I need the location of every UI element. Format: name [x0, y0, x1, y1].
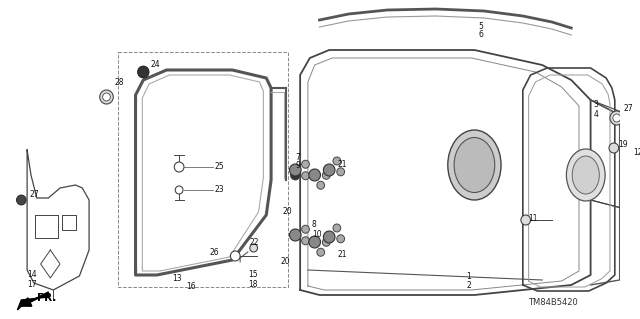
Text: 10: 10	[312, 230, 321, 239]
Circle shape	[17, 195, 26, 205]
Circle shape	[323, 238, 330, 246]
Text: 9: 9	[295, 161, 300, 170]
Text: 8: 8	[312, 220, 317, 229]
Circle shape	[301, 172, 309, 180]
Circle shape	[323, 171, 330, 179]
Text: 26: 26	[209, 248, 219, 257]
Text: 11: 11	[529, 214, 538, 223]
Circle shape	[301, 237, 309, 245]
Text: 5: 5	[479, 22, 484, 31]
Circle shape	[333, 157, 340, 165]
Circle shape	[609, 143, 619, 153]
Text: 6: 6	[479, 30, 484, 39]
Circle shape	[289, 229, 301, 241]
Circle shape	[102, 93, 110, 101]
Circle shape	[174, 162, 184, 172]
Text: 13: 13	[172, 274, 182, 283]
Circle shape	[337, 235, 344, 243]
Text: 18: 18	[248, 280, 257, 289]
Text: 27: 27	[623, 104, 633, 113]
Text: 20: 20	[283, 207, 292, 216]
Bar	[118, 52, 287, 287]
Circle shape	[323, 164, 335, 176]
Circle shape	[333, 224, 340, 232]
Ellipse shape	[566, 149, 605, 201]
Text: FR.: FR.	[36, 293, 56, 303]
Text: 17: 17	[27, 280, 36, 289]
Circle shape	[301, 160, 309, 168]
Circle shape	[291, 170, 300, 180]
Circle shape	[613, 114, 621, 122]
Circle shape	[521, 215, 531, 225]
Text: 7: 7	[295, 153, 300, 162]
Text: 16: 16	[186, 282, 196, 291]
Text: 19: 19	[618, 140, 627, 149]
Ellipse shape	[448, 130, 501, 200]
Ellipse shape	[572, 156, 599, 194]
Circle shape	[138, 66, 149, 78]
Circle shape	[317, 248, 324, 256]
Circle shape	[323, 231, 335, 243]
Circle shape	[309, 169, 321, 181]
Circle shape	[230, 251, 240, 261]
Text: 2: 2	[467, 281, 472, 290]
Text: 3: 3	[593, 100, 598, 109]
Polygon shape	[17, 292, 49, 310]
Text: 21: 21	[338, 160, 348, 169]
Circle shape	[610, 111, 623, 125]
Text: 25: 25	[215, 162, 225, 171]
Text: TM84B5420: TM84B5420	[527, 298, 577, 307]
Circle shape	[309, 236, 321, 248]
Text: 22: 22	[250, 238, 259, 247]
Ellipse shape	[454, 137, 495, 192]
Text: 20: 20	[281, 257, 291, 266]
Circle shape	[623, 141, 636, 155]
Text: 23: 23	[215, 185, 225, 194]
Text: 28: 28	[115, 78, 124, 87]
Circle shape	[317, 181, 324, 189]
Text: 24: 24	[150, 60, 160, 69]
Circle shape	[301, 225, 309, 233]
Text: 27: 27	[29, 190, 38, 199]
Text: 14: 14	[27, 270, 36, 279]
Text: 21: 21	[338, 250, 348, 259]
Circle shape	[175, 186, 183, 194]
Circle shape	[250, 244, 257, 252]
Circle shape	[337, 168, 344, 176]
Circle shape	[289, 164, 301, 176]
Text: 4: 4	[593, 110, 598, 119]
Circle shape	[100, 90, 113, 104]
Text: 1: 1	[467, 272, 472, 281]
Text: 15: 15	[248, 270, 257, 279]
Text: 12: 12	[633, 148, 640, 157]
